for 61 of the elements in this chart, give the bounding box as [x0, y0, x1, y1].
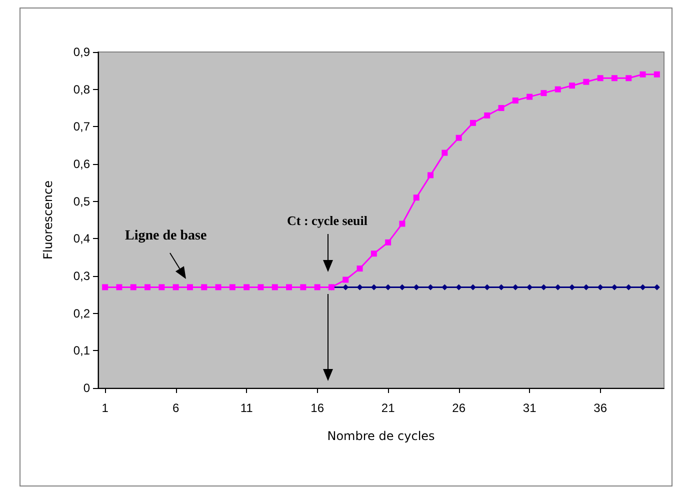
y-tick-label: 0,7: [73, 120, 90, 134]
point: [229, 284, 236, 290]
x-tick-label: 6: [172, 401, 180, 415]
point: [300, 284, 306, 290]
point: [442, 150, 448, 156]
point: [498, 105, 504, 111]
point: [272, 284, 278, 290]
y-tick-label: 0,6: [73, 157, 90, 171]
y-tick-label: 0,4: [73, 232, 90, 246]
y-tick-label: 0,3: [73, 269, 90, 283]
point: [102, 284, 108, 290]
point: [569, 82, 576, 89]
point: [116, 284, 122, 290]
annotation: Ligne de base: [125, 228, 207, 244]
y-tick-label: 0,1: [73, 344, 90, 358]
point: [314, 284, 320, 290]
y-tick-label: 0,2: [73, 306, 90, 320]
point: [144, 284, 151, 290]
annotation: Ct : cycle seuil: [287, 213, 368, 228]
point: [172, 284, 179, 290]
point: [158, 284, 165, 290]
point: [526, 94, 533, 100]
x-tick-label: 26: [452, 401, 466, 415]
point: [399, 220, 406, 227]
x-tick-label: 11: [240, 401, 254, 415]
point: [385, 239, 392, 246]
x-tick-label: 31: [522, 401, 537, 415]
point: [626, 75, 632, 82]
y-tick-label: 0,5: [73, 194, 90, 208]
y-tick-label: 0,9: [73, 45, 90, 59]
y-tick-label: 0: [83, 381, 90, 395]
point: [258, 284, 264, 290]
point: [286, 284, 292, 290]
point: [470, 120, 476, 126]
point: [428, 172, 434, 178]
point: [611, 75, 618, 82]
point: [512, 98, 518, 104]
point: [342, 276, 349, 283]
x-tick-label: 21: [381, 401, 396, 415]
point: [201, 284, 208, 290]
point: [356, 266, 363, 272]
y-axis-title: Fluorescence: [41, 180, 55, 260]
point: [540, 90, 547, 96]
point: [583, 78, 590, 85]
point: [484, 112, 490, 118]
point: [597, 75, 604, 82]
x-tick-label: 16: [310, 401, 324, 415]
point: [654, 71, 660, 78]
point: [215, 284, 222, 290]
point: [640, 71, 646, 78]
x-tick-label: 1: [102, 401, 109, 415]
x-tick-label: 36: [594, 401, 608, 415]
point: [370, 250, 377, 257]
point: [186, 284, 193, 290]
x-axis-title: Nombre de cycles: [327, 429, 435, 443]
point: [413, 194, 420, 201]
point: [244, 284, 250, 290]
y-tick-label: 0,8: [73, 82, 90, 96]
point: [130, 284, 136, 290]
point: [554, 86, 561, 92]
point: [456, 134, 462, 141]
